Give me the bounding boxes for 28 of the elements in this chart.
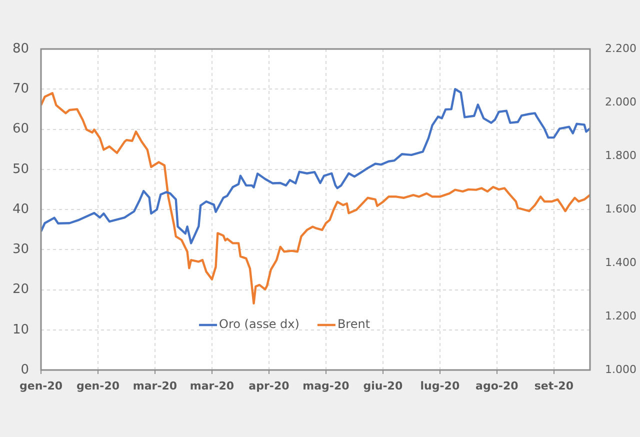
y-tick-label: 40	[12, 202, 29, 217]
y-tick-label: 30	[12, 242, 29, 257]
y2-tick-label: 1.800	[605, 148, 636, 162]
x-tick-label: mar-20	[132, 379, 178, 392]
y2-tick-label: 1.000	[605, 362, 636, 376]
x-tick-label: giu-20	[363, 379, 403, 392]
y2-tick-label: 2.000	[605, 95, 636, 108]
legend-label: Brent	[337, 317, 370, 332]
y-tick-label: 60	[12, 122, 29, 137]
y-tick-label: 0	[20, 362, 29, 378]
y-tick-label: 20	[12, 282, 29, 298]
y-tick-label: 10	[12, 322, 29, 338]
x-tick-label: set-20	[534, 379, 574, 392]
y-tick-label: 80	[12, 41, 29, 56]
y2-tick-label: 1.400	[605, 256, 636, 269]
y2-tick-label: 1.600	[605, 202, 636, 216]
y-tick-label: 70	[12, 82, 29, 96]
x-tick-label: gen-20	[19, 379, 63, 392]
x-tick-label: lug-20	[420, 379, 460, 392]
x-tick-label: gen-20	[76, 379, 120, 392]
x-tick-label: mag-20	[302, 379, 350, 392]
x-tick-label: ago-20	[476, 379, 519, 392]
legend-label: Oro (asse dx)	[219, 317, 300, 332]
x-tick-label: apr-20	[248, 379, 290, 392]
y2-tick-label: 2.200	[605, 42, 636, 55]
y2-tick-label: 1.200	[605, 309, 636, 322]
y-tick-label: 50	[12, 162, 29, 177]
x-tick-label: mar-20	[190, 379, 234, 392]
